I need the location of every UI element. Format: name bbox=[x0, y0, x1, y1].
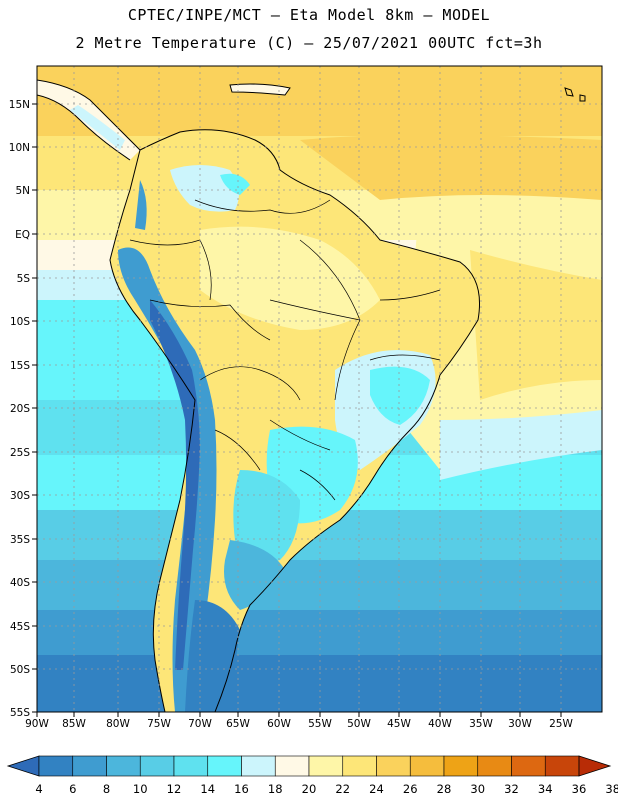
colorbar-label: 36 bbox=[572, 782, 587, 796]
colorbar-swatch bbox=[241, 755, 276, 777]
lat-label: 50S bbox=[10, 664, 30, 676]
colorbar-label: 12 bbox=[167, 782, 182, 796]
colorbar-swatch bbox=[72, 755, 107, 777]
colorbar-swatch bbox=[207, 755, 242, 777]
colorbar-swatch bbox=[376, 755, 411, 777]
colorbar-swatch bbox=[274, 755, 310, 777]
lon-label: 75W bbox=[147, 718, 171, 730]
lat-label: 20S bbox=[10, 403, 30, 415]
lat-label: 5S bbox=[17, 273, 31, 285]
colorbar-label: 18 bbox=[268, 782, 283, 796]
lon-label: 85W bbox=[62, 718, 86, 730]
lon-label: 70W bbox=[188, 718, 212, 730]
lat-label: 45S bbox=[10, 621, 30, 633]
colorbar-swatch bbox=[308, 755, 344, 777]
lon-label: 65W bbox=[226, 718, 250, 730]
colorbar-label: 24 bbox=[369, 782, 384, 796]
lat-label: 15N bbox=[9, 99, 30, 111]
colorbar-swatch bbox=[106, 755, 141, 777]
colorbar-swatch bbox=[173, 755, 209, 777]
colorbar-label: 20 bbox=[302, 782, 317, 796]
temperature-field bbox=[37, 66, 602, 712]
map-title-line1: CPTEC/INPE/MCT – Eta Model 8km – MODEL bbox=[127, 6, 491, 24]
lat-label: 55S bbox=[10, 707, 30, 719]
lon-label: 60W bbox=[267, 718, 291, 730]
lon-label: 50W bbox=[347, 718, 371, 730]
colorbar-arrow-high bbox=[578, 755, 612, 777]
lat-label: 35S bbox=[10, 534, 30, 546]
lon-label: 40W bbox=[428, 718, 452, 730]
colorbar-swatch bbox=[139, 755, 175, 777]
colorbar-label: 22 bbox=[335, 782, 350, 796]
colorbar-swatch bbox=[409, 755, 445, 777]
lon-label: 90W bbox=[25, 718, 49, 730]
colorbar-swatch bbox=[342, 755, 377, 777]
colorbar-label: 32 bbox=[504, 782, 519, 796]
map-title-line2: 2 Metre Temperature (C) – 25/07/2021 00U… bbox=[75, 34, 543, 52]
colorbar-label: 30 bbox=[470, 782, 485, 796]
lat-label: 10N bbox=[9, 142, 30, 154]
lat-label: 15S bbox=[10, 360, 30, 372]
lon-label: 55W bbox=[308, 718, 332, 730]
colorbar-label: 38 bbox=[605, 782, 618, 796]
graticule bbox=[37, 66, 602, 712]
lat-label: 5N bbox=[15, 185, 30, 197]
lon-label: 35W bbox=[469, 718, 493, 730]
lat-label: 10S bbox=[10, 316, 30, 328]
lon-label: 25W bbox=[549, 718, 573, 730]
colorbar-label: 8 bbox=[103, 782, 110, 796]
lon-label: 80W bbox=[106, 718, 130, 730]
colorbar-swatch bbox=[38, 755, 74, 777]
lon-label: 45W bbox=[387, 718, 411, 730]
lat-label: 25S bbox=[10, 447, 30, 459]
colorbar-label: 34 bbox=[538, 782, 553, 796]
colorbar-swatch bbox=[544, 755, 580, 777]
colorbar-swatch bbox=[443, 755, 479, 777]
colorbar-label: 26 bbox=[403, 782, 418, 796]
coastlines bbox=[37, 79, 586, 712]
colorbar bbox=[6, 755, 612, 777]
lat-label: 30S bbox=[10, 490, 30, 502]
colorbar-arrow-low bbox=[6, 755, 40, 777]
longitude-labels: 90W 85W 80W 75W 70W 65W 60W 55W 50W 45W … bbox=[25, 718, 573, 730]
colorbar-label: 14 bbox=[200, 782, 215, 796]
lon-label: 30W bbox=[508, 718, 532, 730]
colorbar-swatch bbox=[511, 755, 546, 777]
latitude-labels: 15N 10N 5N EQ 5S 10S 15S 20S 25S 30S 35S… bbox=[9, 99, 31, 719]
colorbar-swatch bbox=[477, 755, 512, 777]
colorbar-label: 10 bbox=[133, 782, 148, 796]
colorbar-label: 6 bbox=[69, 782, 76, 796]
lat-label: 40S bbox=[10, 577, 30, 589]
colorbar-label: 28 bbox=[437, 782, 452, 796]
colorbar-labels: 4 6 8 10 12 14 16 18 20 22 24 26 28 30 32 34 36 38 bbox=[35, 782, 618, 796]
axis-ticks bbox=[32, 103, 562, 717]
lat-label: EQ bbox=[15, 229, 30, 241]
colorbar-label: 16 bbox=[234, 782, 249, 796]
colorbar-label: 4 bbox=[35, 782, 42, 796]
